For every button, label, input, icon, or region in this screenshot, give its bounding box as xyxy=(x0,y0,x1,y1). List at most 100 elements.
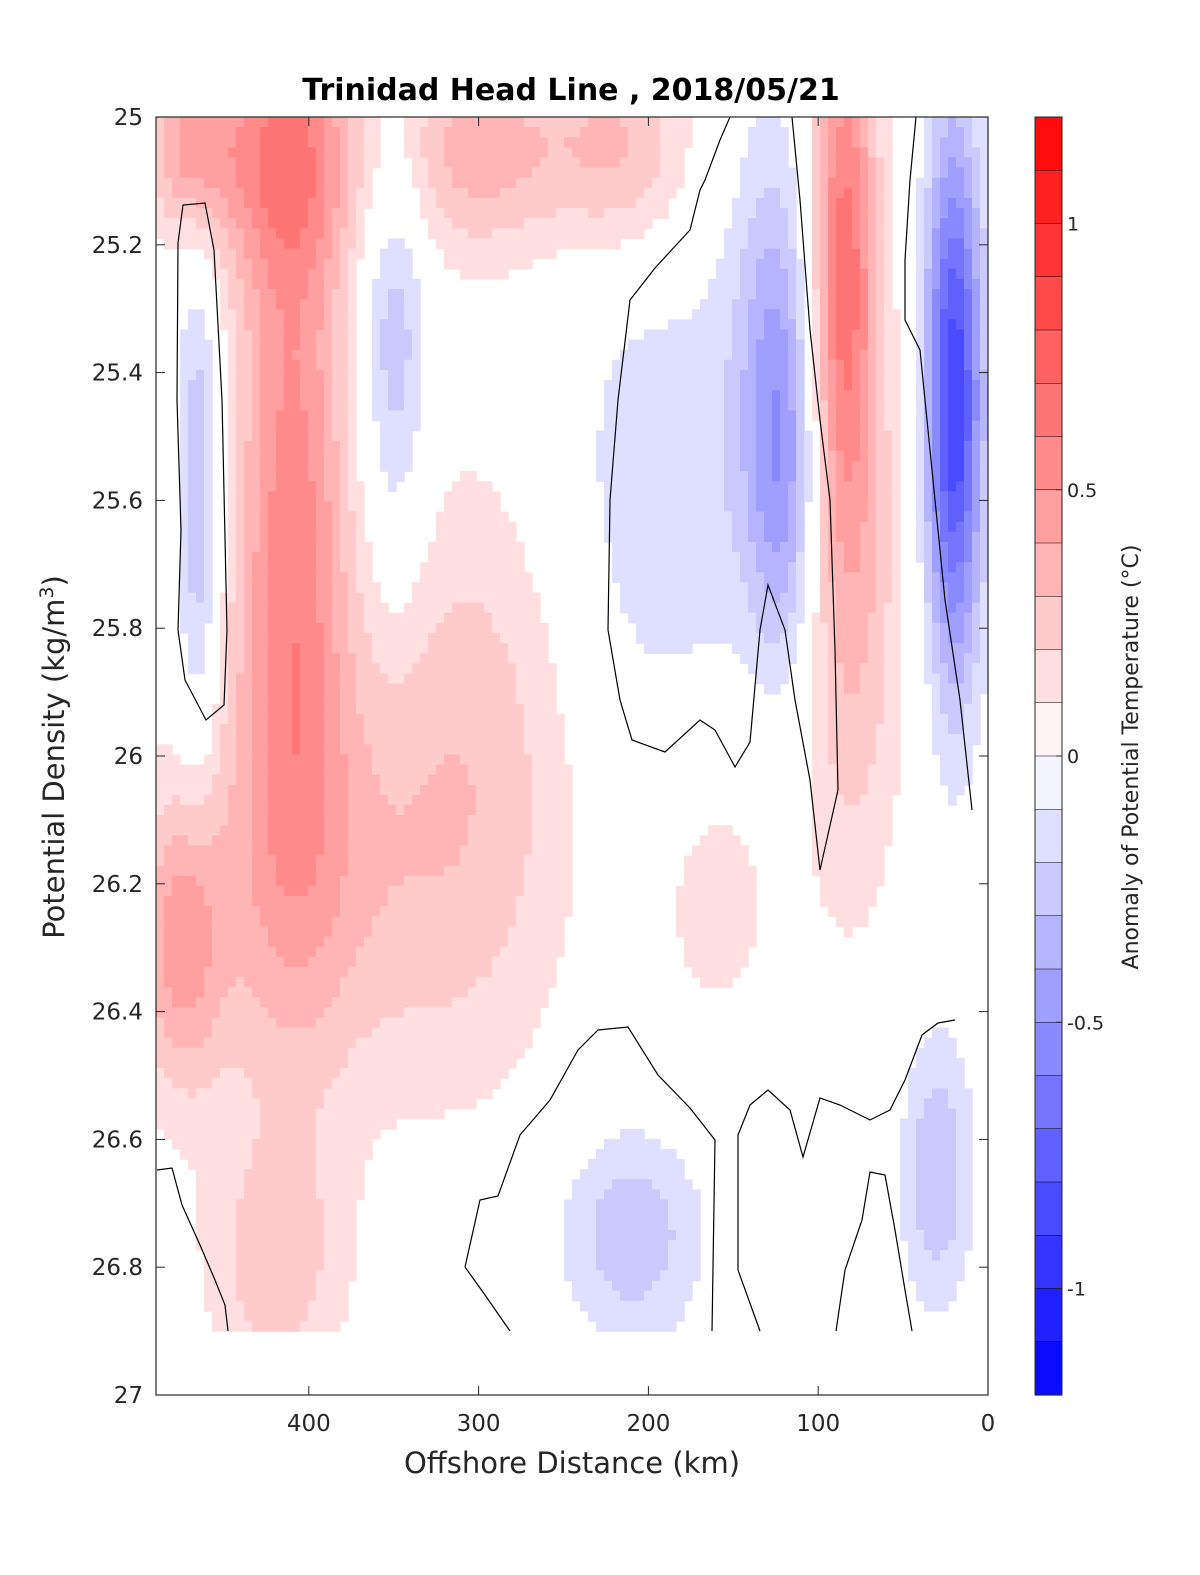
anomaly-cell xyxy=(340,258,349,270)
anomaly-cell xyxy=(244,744,253,756)
anomaly-cell xyxy=(204,521,213,533)
anomaly-cell xyxy=(492,1017,501,1029)
anomaly-cell xyxy=(268,815,277,826)
anomaly-cell xyxy=(396,643,405,654)
anomaly-cell xyxy=(228,1007,237,1019)
anomaly-cell xyxy=(244,582,253,594)
anomaly-cell xyxy=(236,1027,245,1039)
anomaly-cell xyxy=(308,683,317,695)
anomaly-cell xyxy=(516,794,525,806)
anomaly-cell xyxy=(444,622,453,634)
anomaly-cell xyxy=(172,906,181,917)
anomaly-cell xyxy=(316,127,325,138)
anomaly-cell xyxy=(340,380,349,391)
anomaly-cell xyxy=(300,187,309,199)
anomaly-cell xyxy=(508,167,517,179)
anomaly-cell xyxy=(372,825,381,837)
anomaly-cell xyxy=(252,885,261,897)
anomaly-cell xyxy=(388,1068,397,1079)
anomaly-cell xyxy=(220,218,229,229)
anomaly-cell xyxy=(500,804,509,816)
anomaly-cell xyxy=(380,248,389,260)
anomaly-cell xyxy=(604,1148,613,1160)
anomaly-cell xyxy=(460,592,469,604)
anomaly-cell xyxy=(188,592,197,604)
anomaly-cell xyxy=(468,734,477,745)
anomaly-cell xyxy=(276,137,285,149)
anomaly-cell xyxy=(596,228,605,240)
anomaly-cell xyxy=(652,531,661,543)
anomaly-cell xyxy=(620,1300,629,1312)
anomaly-cell xyxy=(548,147,557,159)
anomaly-cell xyxy=(452,976,461,988)
anomaly-cell xyxy=(516,1047,525,1059)
anomaly-cell xyxy=(500,612,509,624)
anomaly-cell xyxy=(572,1240,581,1251)
anomaly-cell xyxy=(388,764,397,776)
anomaly-cell xyxy=(444,724,453,735)
anomaly-cell xyxy=(228,1128,237,1140)
anomaly-cell xyxy=(332,632,341,644)
anomaly-cell xyxy=(508,966,517,978)
anomaly-cell xyxy=(204,1189,213,1201)
anomaly-cell xyxy=(372,875,381,887)
anomaly-cell xyxy=(636,177,645,189)
anomaly-cell xyxy=(404,926,413,938)
anomaly-cell xyxy=(404,299,413,310)
anomaly-cell xyxy=(220,1159,229,1170)
anomaly-cell xyxy=(564,784,573,796)
anomaly-cell xyxy=(276,592,285,604)
anomaly-cell xyxy=(340,309,349,321)
anomaly-cell xyxy=(508,835,517,847)
anomaly-cell xyxy=(316,916,325,928)
anomaly-cell xyxy=(252,218,261,229)
anomaly-cell xyxy=(156,228,165,240)
anomaly-cell xyxy=(492,238,501,250)
anomaly-cell xyxy=(516,663,525,675)
anomaly-cell xyxy=(340,562,349,573)
anomaly-cell xyxy=(540,208,549,219)
anomaly-cell xyxy=(276,1068,285,1079)
anomaly-cell xyxy=(164,228,173,240)
anomaly-cell xyxy=(388,359,397,371)
anomaly-cell xyxy=(340,471,349,482)
anomaly-cell xyxy=(332,238,341,250)
anomaly-cell xyxy=(332,653,341,665)
anomaly-cell xyxy=(652,127,661,138)
anomaly-cell xyxy=(452,501,461,513)
anomaly-cell xyxy=(356,653,365,665)
anomaly-cell xyxy=(244,1189,253,1201)
anomaly-cell xyxy=(228,612,237,624)
anomaly-cell xyxy=(524,987,533,998)
anomaly-cell xyxy=(292,1280,301,1292)
anomaly-cell xyxy=(252,531,261,543)
anomaly-cell xyxy=(476,987,485,998)
anomaly-cell xyxy=(388,612,397,624)
anomaly-cell xyxy=(444,147,453,159)
anomaly-cell xyxy=(332,380,341,391)
anomaly-cell xyxy=(236,966,245,978)
anomaly-cell xyxy=(404,1057,413,1069)
anomaly-cell xyxy=(396,906,405,917)
anomaly-cell xyxy=(380,754,389,766)
anomaly-cell xyxy=(332,1047,341,1059)
anomaly-cell xyxy=(268,137,277,149)
anomaly-cell xyxy=(228,501,237,513)
anomaly-cell xyxy=(300,329,309,341)
anomaly-cell xyxy=(468,228,477,240)
anomaly-cell xyxy=(156,916,165,928)
anomaly-cell xyxy=(284,400,293,412)
anomaly-cell xyxy=(292,521,301,533)
anomaly-cell xyxy=(316,299,325,310)
anomaly-cell xyxy=(532,238,541,250)
anomaly-cell xyxy=(620,501,629,513)
anomaly-cell xyxy=(372,278,381,290)
anomaly-cell xyxy=(572,1229,581,1241)
anomaly-cell xyxy=(540,713,549,725)
anomaly-cell xyxy=(420,1068,429,1079)
anomaly-cell xyxy=(220,804,229,816)
anomaly-cell xyxy=(180,228,189,240)
anomaly-cell xyxy=(644,562,653,573)
anomaly-cell xyxy=(444,976,453,988)
anomaly-cell xyxy=(228,946,237,958)
